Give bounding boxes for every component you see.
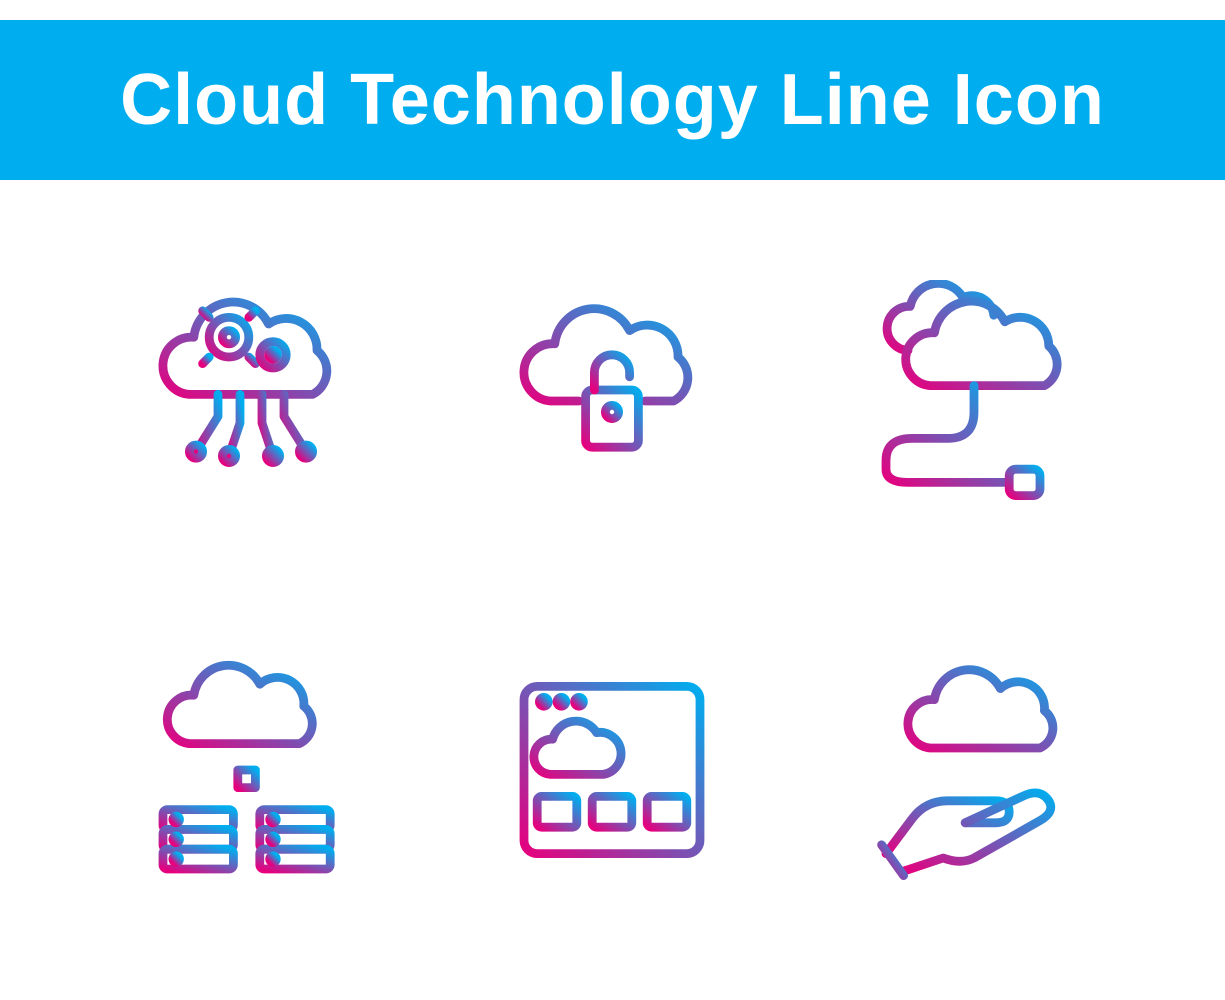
cloud-browser-icon	[462, 640, 764, 900]
cloud-plug-icon	[823, 260, 1125, 520]
icon-grid	[0, 180, 1225, 960]
cloud-hand-icon	[823, 640, 1125, 900]
cloud-servers-icon	[100, 640, 402, 900]
header-banner: Cloud Technology Line Icon	[0, 20, 1225, 180]
cloud-gears-circuit-icon	[100, 260, 402, 520]
cloud-lock-icon	[462, 260, 764, 520]
page-title: Cloud Technology Line Icon	[120, 59, 1105, 141]
